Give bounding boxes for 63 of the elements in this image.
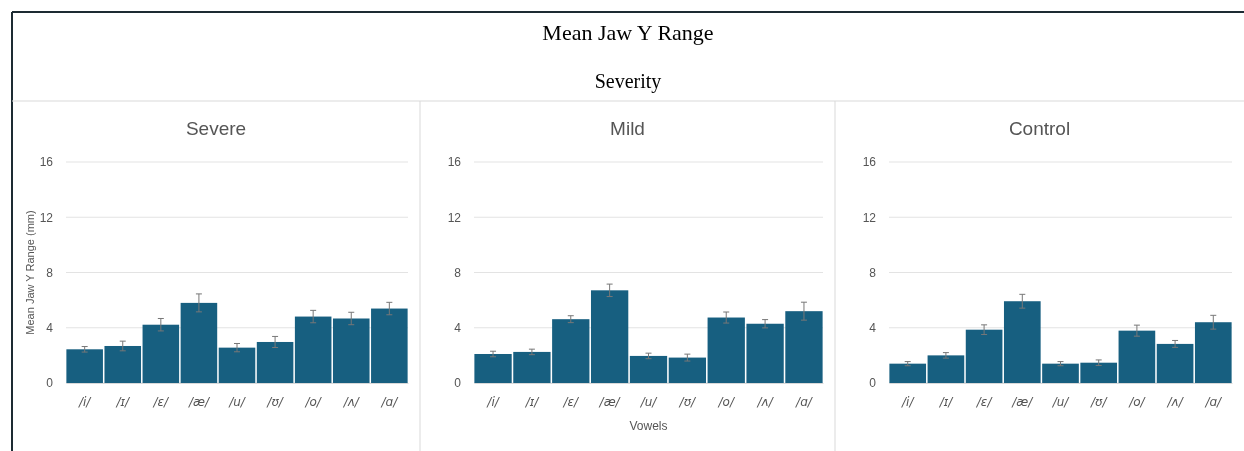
chart-title: Control [1008,118,1071,139]
x-tick-label: /ɪ/ [115,394,131,409]
y-tick-label: 16 [39,155,54,170]
x-tick-label: /o/ [717,394,736,409]
text: Severity [594,70,662,93]
x-tick-label: /ɛ/ [562,394,581,409]
bar [180,302,218,383]
x-tick-label: /ʊ/ [678,394,698,409]
y-tick-label: 8 [869,265,877,280]
bar [1194,322,1232,383]
y-tick-label: 4 [454,321,462,336]
bar [590,290,629,383]
y-axis-title: Mean Jaw Y Range (mm) [24,210,36,335]
x-tick-label: /u/ [1051,394,1071,409]
bar [1118,330,1156,383]
x-tick-label: /u/ [639,394,659,409]
x-tick-label: /ɛ/ [152,394,171,409]
y-tick-label: 16 [447,155,462,170]
y-tick-label: 8 [454,265,462,280]
y-tick-label: 0 [46,376,54,391]
y-tick-label: 4 [46,321,54,336]
bar [668,357,707,383]
y-tick-label: 4 [869,321,877,336]
x-tick-label: /i/ [77,394,93,409]
text: Mean Jaw Y Range [542,20,714,45]
x-tick-label: /ɑ/ [380,394,400,409]
x-tick-label: /i/ [486,394,501,409]
x-tick-label: /ʌ/ [1166,394,1185,409]
x-axis-title: Vowels [629,419,668,433]
x-tick-label: /o/ [1128,394,1147,409]
y-tick-label: 16 [862,155,877,170]
x-tick-label: /ʌ/ [342,394,361,409]
x-tick-label: /æ/ [598,394,622,409]
chart-title: Severe [185,118,247,139]
bar [965,329,1003,383]
x-tick-label: /i/ [901,394,916,409]
x-tick-label: /ɑ/ [795,394,814,409]
bar [142,324,180,383]
bar [1156,343,1194,383]
x-tick-label: /æ/ [1011,394,1035,409]
bar [256,341,294,383]
bar [218,347,256,383]
x-tick-label: /ʊ/ [1089,394,1109,409]
bar [294,316,332,383]
y-tick-label: 12 [39,210,54,225]
x-tick-label: /ʊ/ [266,394,285,409]
bar [889,363,927,383]
x-tick-label: /ɛ/ [975,394,994,409]
bar [927,355,965,383]
x-tick-label: /ɪ/ [524,394,541,409]
x-tick-label: /ɪ/ [938,394,955,409]
x-tick-label: /ɑ/ [1204,394,1224,409]
x-tick-label: /æ/ [187,394,211,409]
chart-title: Mild [610,118,645,139]
y-tick-label: 0 [454,376,462,391]
y-tick-label: 0 [869,376,877,391]
bar [629,355,668,383]
y-tick-label: 12 [447,210,462,225]
y-tick-label: 12 [862,210,877,225]
y-tick-label: 8 [46,265,54,280]
x-tick-label: /u/ [228,394,247,409]
x-tick-label: /ʌ/ [756,394,775,409]
x-tick-label: /o/ [304,394,323,409]
